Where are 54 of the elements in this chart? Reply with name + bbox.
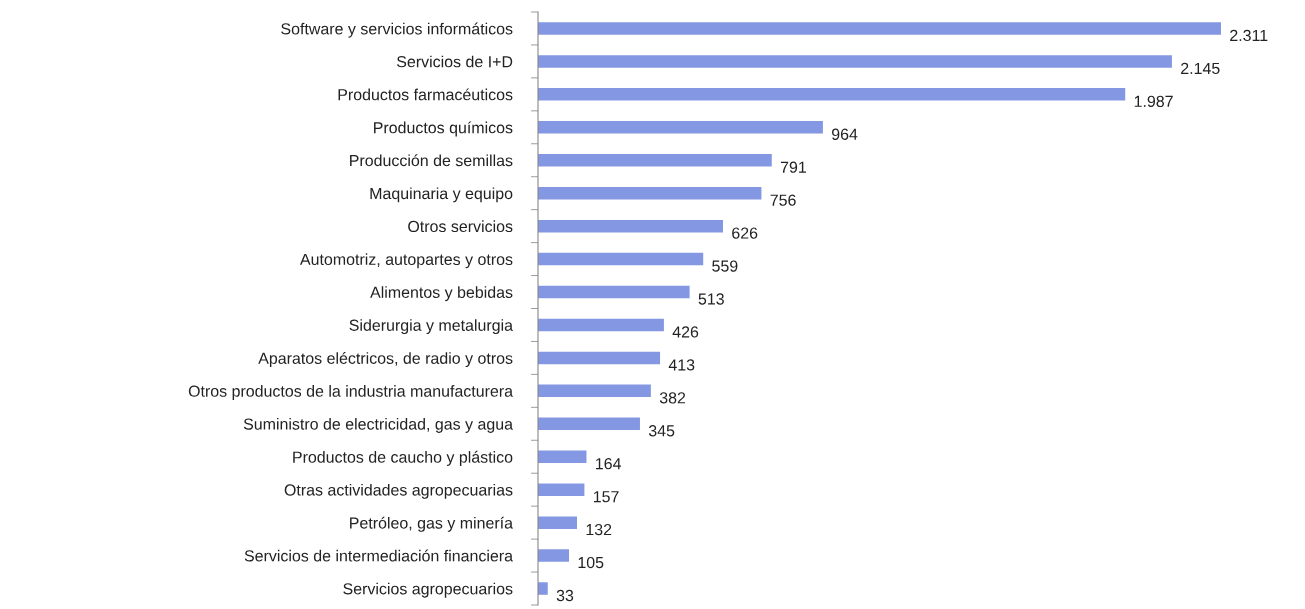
bar <box>538 55 1172 68</box>
data-label: 132 <box>586 523 612 536</box>
bar <box>538 582 548 595</box>
y-tick-label: Software y servicios informáticos <box>281 22 513 38</box>
data-label: 756 <box>770 194 796 206</box>
y-tick-label: Automotriz, autopartes y otros <box>299 253 513 269</box>
data-label: 426 <box>672 326 699 338</box>
data-label: 164 <box>596 458 621 470</box>
y-tick-label: Alimentos y bebidas <box>370 286 513 302</box>
bar <box>538 252 704 266</box>
data-label: 1.987 <box>1134 95 1173 107</box>
y-tick-label: Petróleo, gas y minería <box>350 516 514 532</box>
y-tick-label: Productos farmacéuticos <box>338 88 513 101</box>
y-tick-label: Servicios de intermediación financiera <box>244 549 514 562</box>
y-tick-label: Producción de semillas <box>350 154 513 167</box>
bar <box>538 516 578 529</box>
data-label: 345 <box>648 425 675 437</box>
data-label: 105 <box>578 556 604 569</box>
bar <box>538 285 690 299</box>
bar <box>538 121 823 134</box>
data-label: 964 <box>831 128 858 140</box>
y-tick-label: Otros productos de la industria manufacturera <box>188 385 514 400</box>
bar <box>538 384 651 398</box>
data-label: 559 <box>712 260 738 272</box>
data-label: 2.311 <box>1230 29 1268 42</box>
data-label: 382 <box>659 392 686 404</box>
data-label: 413 <box>668 359 695 371</box>
bar <box>538 549 570 562</box>
y-tick-label: Siderurgia y metalurgia <box>349 319 514 335</box>
y-tick-label: Suministro de electricidad, gas y agua <box>243 418 514 433</box>
bar <box>538 483 585 496</box>
bar <box>538 186 762 200</box>
y-tick-label: Servicios agropecuarios <box>343 582 513 598</box>
y-tick-label: Productos químicos <box>374 121 513 137</box>
y-tick-label: Aparatos eléctricos, de radio y otros <box>258 352 513 368</box>
bar <box>538 153 772 167</box>
y-tick-label: Servicios de I+D <box>396 55 513 68</box>
y-tick-label: Productos de caucho y plástico <box>293 450 513 466</box>
data-label: 33 <box>556 589 574 602</box>
bar <box>538 351 661 365</box>
y-tick-label: Otros servicios <box>408 220 513 233</box>
bar <box>538 22 1221 35</box>
bar <box>538 417 640 431</box>
data-label: 791 <box>780 161 806 173</box>
data-label: 513 <box>698 293 724 305</box>
data-label: 626 <box>732 227 758 239</box>
bar <box>538 318 664 332</box>
y-tick-label: Maquinaria y equipo <box>370 187 513 203</box>
bar <box>538 450 587 464</box>
y-tick-label: Otras actividades agropecuarias <box>284 483 513 499</box>
bar <box>538 219 724 233</box>
data-label: 157 <box>593 491 619 503</box>
bar <box>538 88 1126 101</box>
data-label: 2.145 <box>1181 62 1220 75</box>
